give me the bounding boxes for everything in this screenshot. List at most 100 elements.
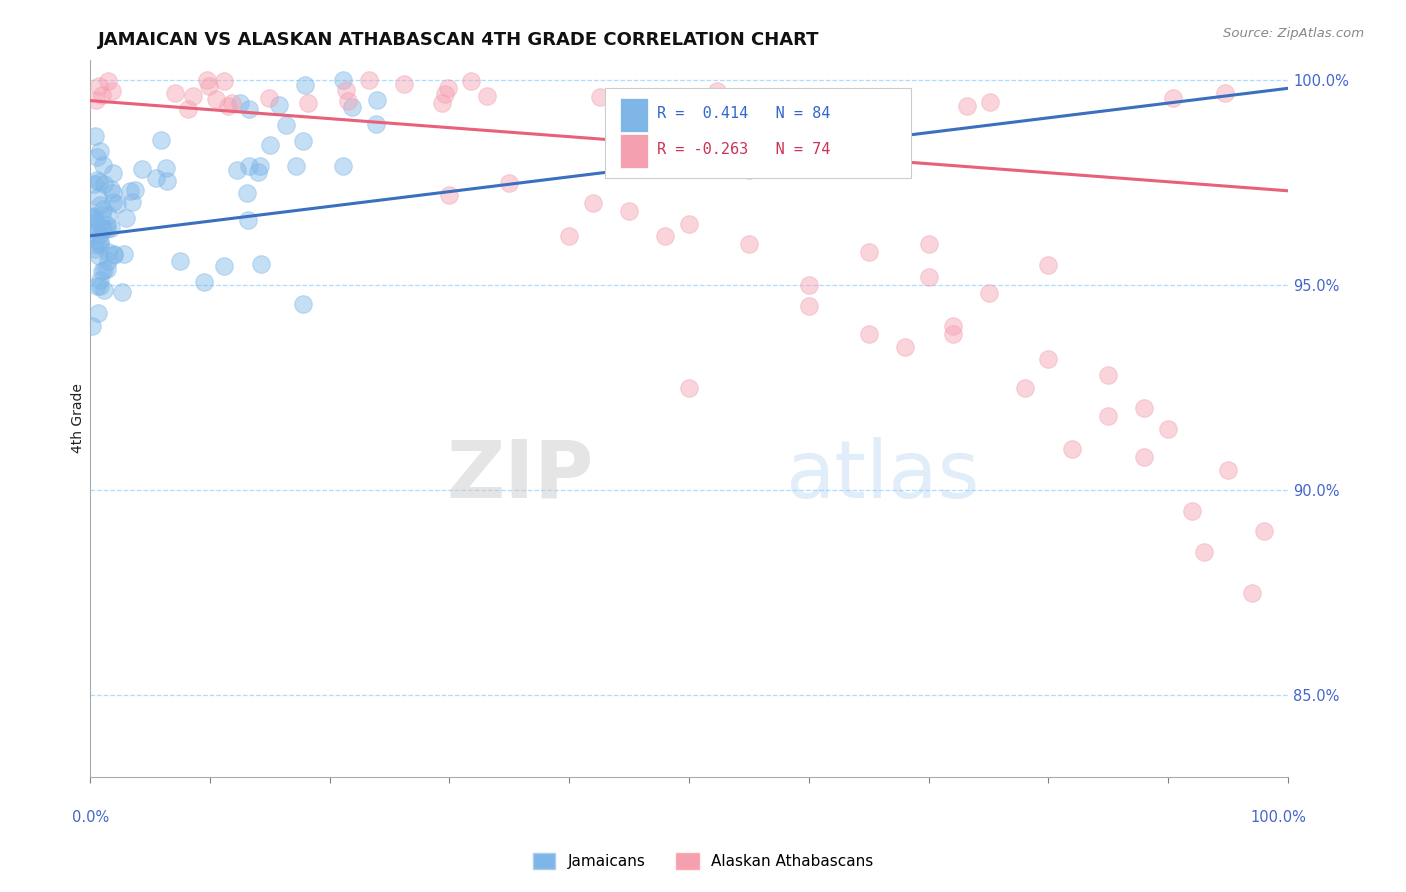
Text: R = -0.263   N = 74: R = -0.263 N = 74 [657, 142, 830, 157]
Point [439, 187, 461, 202]
Point [89, 175, 111, 189]
Point [169, 254, 191, 268]
Point [110, 285, 132, 300]
Text: JAMAICAN VS ALASKAN ATHABASCAN 4TH GRADE CORRELATION CHART: JAMAICAN VS ALASKAN ATHABASCAN 4TH GRADE… [98, 31, 820, 49]
Point [89, 198, 111, 212]
Point [82, 227, 104, 241]
Point [97, 244, 120, 259]
Point [100, 221, 122, 235]
Point [678, 217, 700, 231]
Point [558, 228, 581, 243]
Point [1133, 401, 1156, 416]
Point [84, 233, 107, 247]
Point [101, 84, 124, 98]
Point [103, 246, 125, 260]
Point [97, 74, 120, 88]
Point [738, 163, 761, 178]
Point [226, 163, 249, 178]
Point [1253, 524, 1275, 538]
Point [335, 83, 357, 97]
Point [1157, 421, 1180, 435]
Point [193, 275, 215, 289]
Point [87, 248, 110, 262]
Point [942, 327, 965, 342]
Point [83, 242, 105, 256]
Point [197, 73, 219, 87]
Point [204, 92, 226, 106]
Point [84, 93, 107, 107]
Point [115, 211, 138, 225]
Point [477, 89, 499, 103]
FancyBboxPatch shape [620, 98, 648, 132]
Point [918, 269, 941, 284]
Point [332, 159, 354, 173]
Point [107, 197, 129, 211]
Point [1097, 409, 1119, 424]
Point [150, 133, 173, 147]
Point [337, 94, 360, 108]
Point [112, 247, 135, 261]
Point [893, 340, 915, 354]
Point [797, 278, 820, 293]
Point [90, 222, 112, 236]
Point [437, 81, 460, 95]
Point [1213, 87, 1236, 101]
Point [181, 88, 204, 103]
Point [87, 190, 110, 204]
Point [823, 94, 845, 108]
Point [93, 222, 115, 236]
Point [163, 87, 186, 101]
Point [235, 186, 257, 200]
Point [84, 219, 107, 233]
Point [297, 95, 319, 110]
Point [97, 208, 120, 222]
Point [956, 99, 979, 113]
Point [979, 95, 1001, 109]
Point [706, 84, 728, 98]
Point [582, 196, 605, 211]
Point [87, 78, 110, 93]
Text: 100.0%: 100.0% [1250, 810, 1306, 825]
Text: R =  0.414   N = 84: R = 0.414 N = 84 [657, 106, 830, 121]
Point [90, 208, 112, 222]
Point [918, 237, 941, 252]
Point [80, 211, 103, 225]
Point [121, 195, 143, 210]
Legend: Jamaicans, Alaskan Athabascans: Jamaicans, Alaskan Athabascans [526, 847, 880, 875]
Point [866, 93, 889, 107]
Point [259, 138, 281, 153]
Y-axis label: 4th Grade: 4th Grade [72, 384, 86, 453]
Point [1192, 544, 1215, 558]
Point [89, 236, 111, 251]
Point [364, 117, 387, 131]
Point [460, 74, 482, 88]
Point [498, 176, 520, 190]
Point [433, 87, 456, 102]
Point [89, 227, 111, 241]
Point [249, 159, 271, 173]
Point [89, 235, 111, 249]
Point [673, 100, 696, 114]
Point [257, 91, 280, 105]
Point [613, 101, 636, 115]
Point [100, 181, 122, 195]
Point [96, 222, 118, 236]
Point [821, 102, 844, 116]
Point [103, 248, 125, 262]
Point [97, 254, 120, 268]
Point [357, 73, 380, 87]
Point [86, 278, 108, 293]
Point [83, 209, 105, 223]
Point [93, 263, 115, 277]
Point [797, 299, 820, 313]
Point [124, 183, 146, 197]
Text: 0.0%: 0.0% [72, 810, 110, 825]
Point [86, 306, 108, 320]
Point [1097, 368, 1119, 383]
Point [394, 77, 416, 91]
Point [83, 177, 105, 191]
Point [332, 73, 354, 87]
Point [942, 319, 965, 334]
Point [678, 381, 700, 395]
Point [238, 102, 260, 116]
